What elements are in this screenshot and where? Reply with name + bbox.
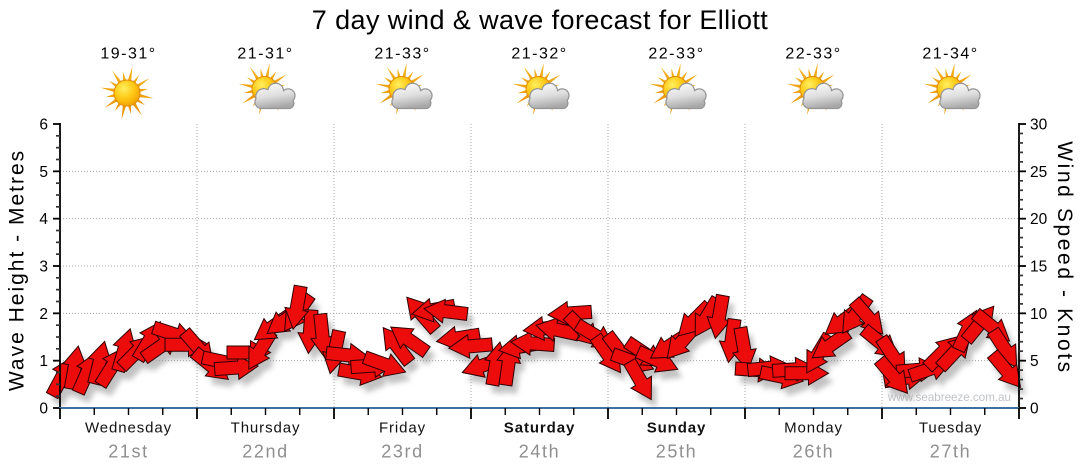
svg-text:Wednesday: Wednesday [85,420,172,437]
svg-text:27th: 27th [930,442,971,462]
svg-text:3: 3 [39,259,48,276]
svg-text:0: 0 [1030,401,1039,418]
svg-text:21st: 21st [108,442,148,462]
svg-text:7 day wind & wave forecast for: 7 day wind & wave forecast for Elliott [312,5,769,35]
svg-text:22-33°: 22-33° [785,46,841,63]
svg-text:20: 20 [1030,211,1048,228]
svg-text:Sunday: Sunday [647,420,707,437]
svg-text:23rd: 23rd [381,442,423,462]
svg-text:26th: 26th [793,442,834,462]
svg-text:6: 6 [39,117,48,134]
svg-text:22-33°: 22-33° [648,46,704,63]
svg-text:21-31°: 21-31° [237,46,293,63]
svg-text:19-31°: 19-31° [100,46,156,63]
svg-text:1: 1 [39,353,48,370]
svg-text:21-33°: 21-33° [374,46,430,63]
svg-text:25: 25 [1030,164,1047,181]
svg-text:25th: 25th [656,442,697,462]
svg-text:10: 10 [1030,306,1048,323]
svg-text:0: 0 [39,401,48,418]
svg-text:30: 30 [1030,117,1048,134]
svg-text:22nd: 22nd [242,442,288,462]
svg-text:15: 15 [1030,259,1047,276]
svg-text:2: 2 [39,306,48,323]
svg-text:21-34°: 21-34° [922,46,978,63]
svg-text:Wave Height - Metres: Wave Height - Metres [6,149,29,391]
svg-text:Wind Speed - Knots: Wind Speed - Knots [1053,141,1076,375]
svg-text:5: 5 [39,164,48,181]
svg-text:21-32°: 21-32° [511,46,567,63]
svg-text:Friday: Friday [379,420,426,437]
svg-text:4: 4 [39,211,48,228]
svg-text:Saturday: Saturday [504,420,575,437]
svg-text:Monday: Monday [784,420,843,437]
svg-text:Thursday: Thursday [231,420,301,437]
svg-text:24th: 24th [519,442,560,462]
svg-text:Tuesday: Tuesday [919,420,982,437]
svg-text:5: 5 [1030,353,1039,370]
